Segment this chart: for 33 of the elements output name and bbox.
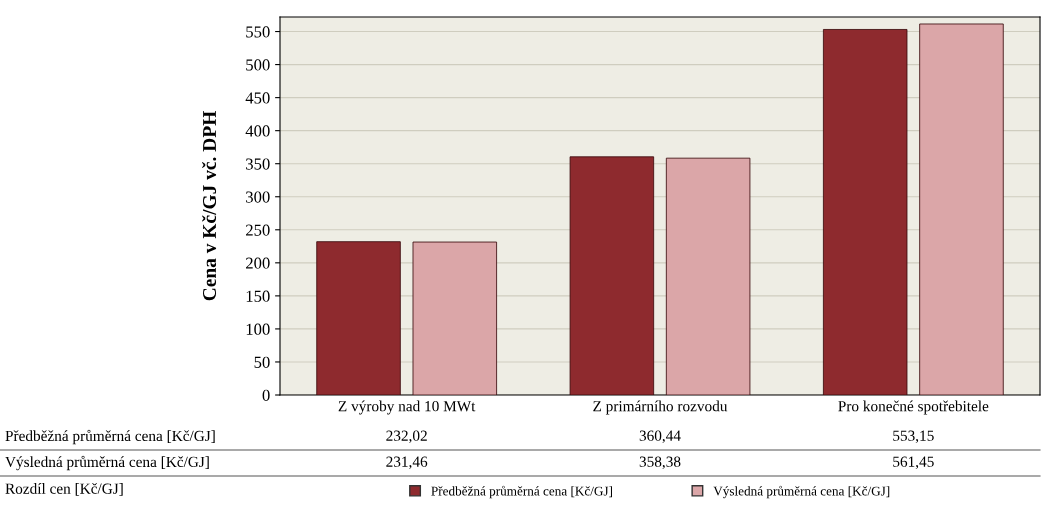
legend-label: Výsledná průměrná cena [Kč/GJ] [713, 485, 890, 499]
bar [316, 241, 401, 395]
bar [569, 156, 655, 395]
bar [412, 241, 498, 395]
data-label: 561,45 [893, 456, 934, 470]
y-axis-title: Cena v Kč/GJ vč. DPH [202, 111, 217, 301]
text: Předběžná průměrná cena [Kč/GJ] [5, 429, 215, 445]
x-tick-label: Z primárního rozvodu [593, 400, 728, 415]
x-tick-label: Z výroby nad 10 MWt [338, 400, 476, 415]
bar [919, 23, 1004, 395]
data-label: 360,44 [639, 430, 681, 444]
y-tick-label: 250 [246, 224, 270, 236]
bar [822, 29, 908, 395]
y-tick-label: 400 [245, 125, 270, 137]
y-tick-label: 100 [246, 323, 270, 335]
data-label: 232,02 [386, 430, 427, 444]
y-tick-label: 550 [246, 26, 270, 38]
y-tick-label: 200 [246, 257, 270, 269]
y-tick-label: 50 [254, 356, 270, 368]
y-tick-label: 300 [246, 191, 270, 203]
y-tick-label: 500 [246, 59, 270, 71]
legend-label: Předběžná průměrná cena [Kč/GJ] [431, 485, 612, 499]
y-tick-label: 350 [246, 158, 270, 170]
data-label: 231,46 [386, 456, 428, 470]
y-tick-label: 150 [246, 290, 270, 302]
bar [665, 157, 751, 395]
data-label: 358,38 [639, 456, 681, 470]
y-tick-label: 450 [245, 92, 270, 104]
text: Výsledná průměrná cena [Kč/GJ] [5, 455, 209, 471]
data-label: 553,15 [893, 430, 934, 444]
y-tick-label: 0 [262, 389, 270, 401]
x-tick-label: Pro konečné spotřebitele [838, 400, 989, 415]
text: Rozdíl cen [Kč/GJ] [5, 483, 123, 496]
